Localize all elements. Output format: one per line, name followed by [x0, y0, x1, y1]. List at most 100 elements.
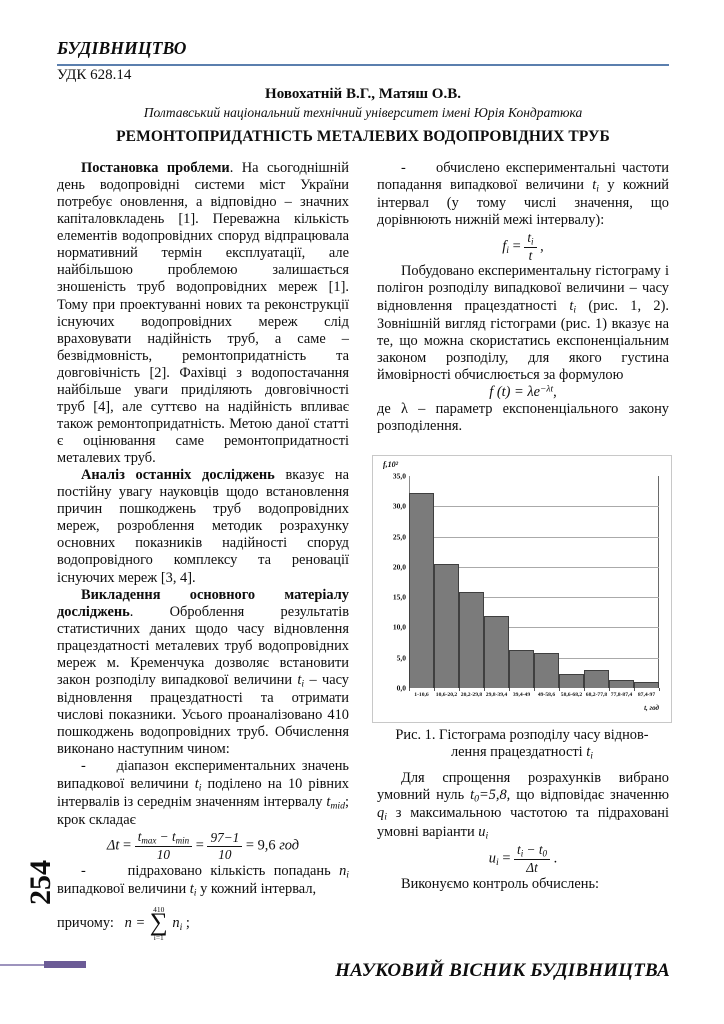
eq1-fraction-2: 97−1 10 [207, 829, 243, 863]
variable-n-subscript: i [346, 869, 349, 881]
page-title: РЕМОНТОПРИДАТНІСТЬ МЕТАЛЕВИХ ВОДОПРОВІДН… [116, 128, 610, 145]
eq1-unit: год [279, 837, 300, 854]
chart-x-axis-label: t, год [644, 704, 659, 712]
eq1-denominator-2: 10 [207, 845, 243, 863]
equation-frequency: fi = ti t , [377, 230, 669, 264]
variable-t-r1-sub: i [596, 183, 599, 195]
eqr1-lhs-sub: i [506, 244, 509, 256]
para-r3-a: Для спрощення розрахунків вибрано умовни… [377, 770, 669, 804]
variable-tmid-subscript: mid [330, 800, 345, 812]
figure-caption-line1: Рис. 1. Гістограма розподілу часу віднов… [395, 727, 649, 743]
eq1-fraction-1: tmax − tmin 10 [134, 829, 193, 863]
x-tick-mark [584, 688, 585, 691]
variable-q-sub: i [384, 812, 387, 824]
x-tick-label: 29,8-39,4 [485, 692, 508, 698]
sum-upper-limit: 410 [153, 904, 165, 914]
eqr1-num-t: t [527, 229, 531, 245]
gridline [409, 506, 659, 508]
eq1-numerator-2: 97−1 [210, 829, 240, 845]
variable-t-3: t [189, 881, 194, 898]
histogram-bar [609, 679, 634, 688]
equation-sum-line: причому: n = 410 ∑ i=1 ni ; [57, 904, 349, 942]
eqr3-lhs-sub: i [495, 857, 499, 869]
x-tick-label: 68,2-77,8 [585, 692, 608, 698]
figure-caption-line2: лення працездатності [450, 744, 587, 761]
eq1-minus: − [156, 829, 172, 845]
eqr3-t0-sub: 0 [542, 848, 548, 859]
x-tick-mark [609, 688, 610, 691]
eqr3-numerator: ti − t0 [514, 842, 550, 859]
bullet-frequencies: - обчислено експериментальні частоти поп… [377, 160, 669, 230]
bullet-2-a: підраховано кількість попадань [127, 863, 340, 880]
eqr3-t0: t [538, 842, 543, 858]
gridline [409, 566, 659, 568]
figure-caption-var: t [586, 744, 591, 761]
right-column-lower: Для спрощення розрахунків вибрано умовни… [377, 770, 669, 893]
bullet-1-b: поділено на 10 рівних інтервалів із сере… [57, 775, 349, 810]
lead-in-analysis: Аналіз останніх досліджень [81, 467, 275, 484]
bullet-dash-r1: - [401, 160, 406, 176]
eq1-tmax-sub: max [141, 835, 157, 846]
eqr1-lhs: f [502, 237, 507, 254]
gridline [409, 536, 659, 538]
eq2-lead: причому: [57, 914, 114, 931]
eqr1-tail: , [540, 237, 544, 254]
gridline [409, 597, 659, 599]
x-tick-label: 1-10,6 [414, 692, 429, 698]
eqr2-tail: , [553, 384, 557, 401]
y-tick-label: 25,0 [392, 532, 406, 542]
variable-t-r2-sub: i [573, 304, 577, 316]
bullet-1-a: діапазон експериментальних значень випад… [57, 758, 349, 792]
running-head-rule [57, 64, 669, 66]
chart-right-border [658, 476, 659, 688]
x-tick-mark [434, 688, 435, 691]
footer-accent-bar [44, 961, 86, 968]
eq1-equals-1: = [122, 837, 132, 854]
sum-lower-limit: i=1 [153, 932, 164, 942]
eqr2-exponent: −λt [539, 384, 554, 395]
eqr3-fraction: ti − t0 Δt [514, 842, 550, 876]
running-head: БУДІВНИЦТВО [57, 38, 669, 59]
bullet-interval-range: - діапазон експериментальних значень вип… [57, 758, 349, 829]
chart-x-ticks: 1-10,6 10,6-20,2 20,2-29,8 29,8-39,4 39,4-49… [409, 688, 660, 702]
x-tick-label: 10,6-20,2 [435, 692, 458, 698]
histogram-chart: f,10² 0,0 5,0 10,0 15,0 20,0 25,0 30,0 35,0 1-1… [372, 455, 672, 723]
paragraph-lambda-note: де λ – параметр експоненціального закону… [377, 401, 669, 435]
running-head-title: БУДІВНИЦТВО [57, 38, 187, 58]
eq1-denominator-1: 10 [134, 846, 193, 863]
eqr3-ti: t [517, 842, 521, 858]
histogram-bar [484, 615, 509, 688]
variable-t-subscript: i [301, 678, 305, 690]
bullet-2-c: у кожний інтервал, [196, 881, 317, 898]
bullet-count-hits: - підраховано кількість попадань ni випа… [57, 863, 349, 900]
x-tick-label: 87,4-97 [637, 692, 656, 698]
variable-u: u [478, 823, 486, 840]
para-r1-b: (рис. 1, 2). Зовнішній вигляд гістограми… [377, 297, 669, 384]
udk-code: УДК 628.14 [57, 67, 132, 83]
y-tick-label: 5,0 [396, 653, 406, 663]
eqr1-denominator: t [524, 246, 537, 264]
paragraph-problem-statement: Постановка проблеми. На сьогоднішній ден… [57, 160, 349, 467]
bullet-r1-a: обчислено експериментальні частоти попад… [377, 160, 669, 194]
figure-1: f,10² 0,0 5,0 10,0 15,0 20,0 25,0 30,0 35,0 1-1… [372, 455, 672, 762]
eqr1-num-t-sub: i [531, 236, 534, 247]
histogram-bar [509, 650, 534, 688]
paragraph-analysis: Аналіз останніх досліджень вказує на пос… [57, 467, 349, 586]
x-tick-mark [659, 688, 660, 691]
x-tick-label: 49-58,6 [537, 692, 556, 698]
summation-symbol: 410 ∑ i=1 [149, 904, 168, 942]
para-r3-b: , що відповідає значенню [506, 787, 669, 804]
variable-tmid: t [326, 793, 331, 810]
y-tick-label: 35,0 [392, 471, 406, 481]
sigma-glyph: ∑ [149, 909, 168, 937]
paragraph-main-b: – часу відновлення працездатності та отр… [57, 671, 349, 758]
chart-y-axis-label: f,10² [383, 460, 399, 469]
eqr3-lhs: u [488, 850, 496, 867]
equation-density: f (t) = λe−λt, [377, 384, 669, 401]
y-tick-label: 0,0 [396, 683, 406, 693]
right-column: - обчислено експериментальні частоти поп… [377, 160, 669, 435]
footer-accent-light [0, 964, 46, 966]
eq2-lhs: n = [124, 914, 146, 931]
x-tick-label: 77,8-87,4 [610, 692, 633, 698]
eqr2-body: f (t) = λe [489, 384, 540, 401]
